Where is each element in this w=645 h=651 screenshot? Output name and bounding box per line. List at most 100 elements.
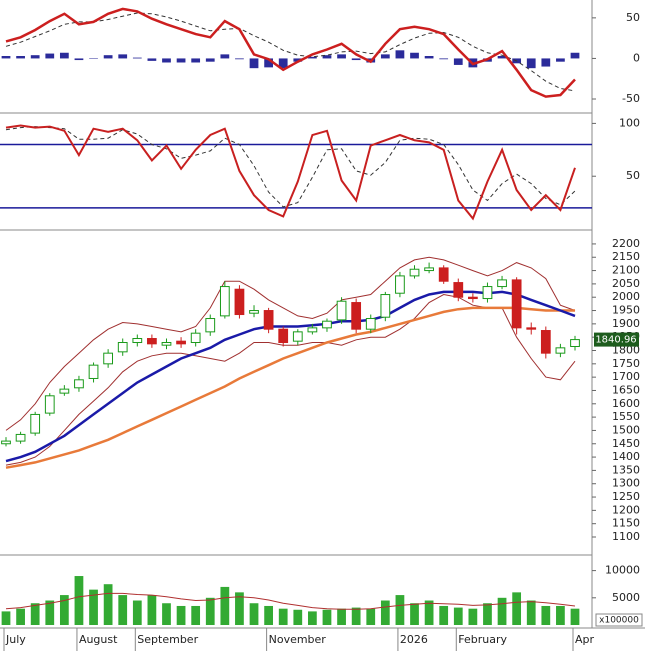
bar [118,595,128,625]
bar [424,600,434,625]
bar [410,603,419,625]
x-tick-label: November [269,633,327,646]
y-tick-label: 2100 [612,264,640,277]
series-line [5,7,576,98]
candle-body [351,302,362,330]
y-tick-label: 1750 [612,357,640,370]
bar [220,586,230,625]
candle-body [497,279,507,288]
bar [147,595,157,625]
last-price-box [594,332,639,347]
bar [322,55,332,59]
bar [103,55,113,59]
bar [147,58,157,61]
y-tick-label: 1150 [612,517,640,530]
bar [337,54,346,59]
bar [380,54,390,59]
bar [366,608,376,625]
candle-body [409,268,420,277]
bar [351,58,361,61]
bar [220,54,230,59]
x-tick-label: September [137,633,198,646]
bar [308,611,317,625]
bar [176,58,186,63]
candle-body [234,288,245,316]
series-line [5,124,576,221]
bar [322,609,332,625]
candle-body [365,318,376,330]
bar [235,592,244,625]
y-tick-label: 0 [633,51,640,64]
candle-body [292,331,303,342]
y-tick-label: 2050 [612,277,640,290]
candle-body [482,286,493,300]
last-price-label: 1840.96 [595,335,636,346]
bar [293,609,303,625]
series-line [5,256,576,431]
y-tick-label: 1800 [612,344,640,357]
bar [264,58,273,68]
candle-body [59,388,70,394]
candle-body [424,267,434,272]
x-tick-label: Apr [575,633,595,646]
bar [176,605,186,625]
bar [424,56,434,59]
candle-body [526,327,537,330]
bar [439,58,449,60]
candle-body [467,296,478,300]
candle-body [438,267,449,282]
bar [570,52,580,59]
candle-body [380,294,391,318]
x-tick-label: August [79,633,118,646]
y-tick-label: 50 [626,11,640,24]
bar [162,58,171,63]
y-tick-label: 50 [626,169,640,182]
y-tick-label: 1450 [612,437,640,450]
y-tick-label: 1900 [612,317,640,330]
candle-body [570,339,580,348]
x-tick-label: July [5,633,26,646]
bar [89,589,98,625]
series-line [5,12,576,92]
candle-body [205,318,216,333]
bar [497,597,507,625]
bar [308,56,317,59]
y-tick-label: 2200 [612,237,640,250]
bar [89,58,98,59]
bar [30,603,40,625]
candle-body [44,395,55,414]
bar [468,608,478,625]
y-tick-label: 10000 [605,564,640,577]
candle-body [30,413,41,434]
y-tick-label: 1100 [612,530,640,543]
bar [337,608,346,625]
series-line [5,592,576,610]
bar [191,605,201,625]
bar [512,592,522,625]
bar [439,605,449,625]
bar [103,584,113,625]
candle-body [249,310,259,314]
bar [453,58,463,65]
bar [74,58,84,61]
candle-body [1,440,11,445]
y-tick-label: 2000 [612,290,640,303]
bar [205,58,215,62]
bar [132,600,142,625]
bar [526,58,536,69]
bar [526,600,536,625]
candle-body [322,320,332,329]
series-line [5,126,576,208]
bar [410,52,419,59]
bar [235,58,244,60]
bar [483,603,492,625]
candle-body [307,327,318,333]
candle-body [395,275,405,294]
y-tick-label: 100 [619,116,640,129]
bar [118,54,128,59]
x-tick-label: 2026 [400,633,428,646]
bar [278,608,288,625]
bar [541,605,551,625]
y-tick-label: 1550 [612,410,640,423]
